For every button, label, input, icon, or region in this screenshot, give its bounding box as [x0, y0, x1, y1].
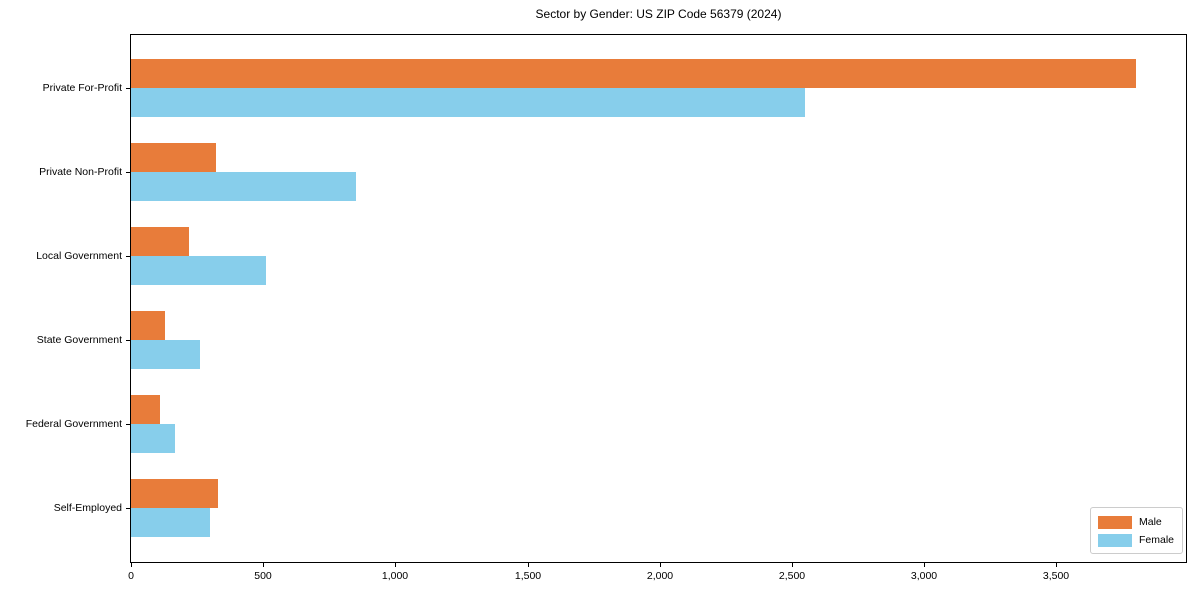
y-tick-mark: [126, 172, 130, 173]
plot-area: [130, 34, 1187, 563]
bar-male-4: [131, 311, 165, 340]
legend-swatch-male: [1098, 515, 1132, 529]
y-tick-label: Local Government: [36, 250, 122, 262]
x-tick-label: 1,500: [514, 570, 542, 582]
x-tick-label: 3,500: [1042, 570, 1070, 582]
x-tick-mark: [131, 563, 132, 567]
y-tick-mark: [126, 256, 130, 257]
bar-female-6: [131, 508, 210, 537]
bar-female-4: [131, 340, 200, 369]
legend: Male Female: [1090, 507, 1183, 554]
legend-label-male: Male: [1139, 515, 1162, 528]
x-tick-label: 3,000: [910, 570, 938, 582]
legend-item-female: Female: [1098, 533, 1175, 547]
y-tick-label: Private Non-Profit: [39, 166, 122, 178]
x-tick-label: 2,500: [778, 570, 806, 582]
bar-male-1: [131, 59, 1136, 88]
x-tick-mark: [1056, 563, 1057, 567]
bar-female-1: [131, 88, 805, 117]
y-tick-label: State Government: [36, 334, 122, 346]
legend-swatch-female: [1098, 533, 1132, 547]
chart-title: Sector by Gender: US ZIP Code 56379 (202…: [535, 7, 782, 21]
bar-female-2: [131, 172, 356, 201]
legend-label-female: Female: [1139, 533, 1175, 546]
x-tick-label: 0: [128, 570, 134, 582]
x-tick-label: 2,000: [646, 570, 674, 582]
x-tick-mark: [263, 563, 264, 567]
x-tick-label: 1,000: [381, 570, 409, 582]
bar-male-5: [131, 395, 160, 424]
bar-female-5: [131, 424, 175, 453]
y-tick-mark: [126, 424, 130, 425]
y-tick-mark: [126, 88, 130, 89]
bar-male-6: [131, 479, 218, 508]
x-tick-mark: [792, 563, 793, 567]
x-tick-mark: [660, 563, 661, 567]
bar-female-3: [131, 256, 266, 285]
legend-item-male: Male: [1098, 515, 1175, 529]
y-tick-label: Private For-Profit: [42, 82, 122, 94]
y-tick-mark: [126, 508, 130, 509]
y-tick-mark: [126, 340, 130, 341]
bar-male-2: [131, 143, 216, 172]
x-tick-mark: [395, 563, 396, 567]
bar-male-3: [131, 227, 189, 256]
x-tick-label: 500: [254, 570, 272, 582]
x-tick-mark: [528, 563, 529, 567]
y-tick-label: Federal Government: [25, 418, 122, 430]
x-tick-mark: [924, 563, 925, 567]
y-tick-label: Self-Employed: [53, 502, 122, 514]
